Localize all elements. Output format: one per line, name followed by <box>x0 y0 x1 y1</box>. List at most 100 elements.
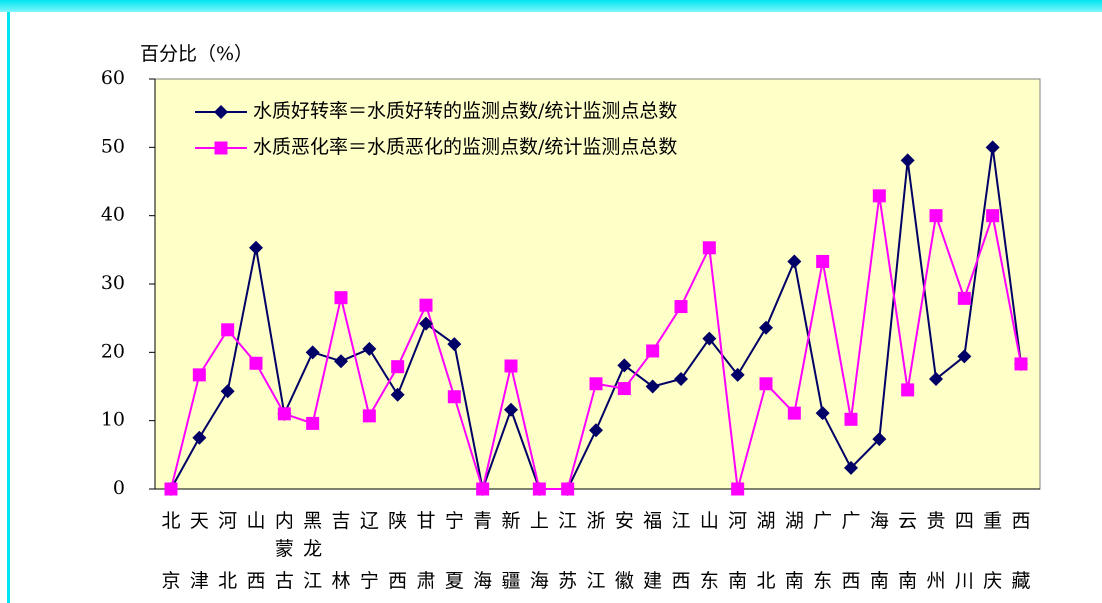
x-tick-label: 西藏 <box>1011 510 1030 592</box>
data-point <box>957 291 971 305</box>
data-point <box>815 406 830 421</box>
data-point <box>447 337 462 352</box>
data-point <box>447 390 461 404</box>
data-point <box>249 240 263 255</box>
data-point <box>589 423 603 438</box>
x-tick-label: 福建 <box>643 510 662 592</box>
data-point <box>645 379 660 394</box>
data-point <box>277 407 291 421</box>
x-tick-label: 山西 <box>246 510 265 592</box>
data-point <box>787 254 802 269</box>
data-point <box>759 320 773 335</box>
x-tick-label: 四川 <box>955 510 974 592</box>
data-point <box>362 341 377 356</box>
data-point <box>419 298 433 312</box>
legend-marker <box>214 105 228 119</box>
data-point <box>192 430 207 445</box>
legend-label: 水质恶化率＝水质恶化的监测点数/统计监测点总数 <box>253 136 677 158</box>
x-tick-label: 河北 <box>218 510 237 592</box>
x-tick-label: 贵州 <box>926 510 945 592</box>
data-point <box>504 402 518 417</box>
data-point <box>674 371 688 386</box>
left-border <box>7 12 10 603</box>
x-tick-label: 江西 <box>671 510 690 592</box>
x-tick-label: 河南 <box>728 510 747 592</box>
y-tick-label: 10 <box>101 409 125 431</box>
data-point <box>646 344 660 358</box>
x-tick-label: 湖南 <box>785 510 804 592</box>
data-point <box>674 300 688 314</box>
data-point <box>844 412 858 426</box>
data-point <box>702 331 717 346</box>
data-point <box>334 291 348 305</box>
data-point <box>220 384 235 399</box>
x-tick-label: 天津 <box>190 510 209 592</box>
data-point <box>192 368 206 382</box>
data-point <box>929 209 943 223</box>
data-point <box>334 354 348 369</box>
data-point <box>901 383 915 397</box>
x-tick-label: 甘肃 <box>416 510 435 592</box>
x-tick-label: 安徽 <box>615 510 634 592</box>
data-point <box>419 316 433 331</box>
x-tick-label: 江苏 <box>558 510 577 592</box>
data-point <box>164 482 178 496</box>
y-axis-label: 百分比（%） <box>140 43 253 65</box>
x-tick-label: 浙江 <box>586 510 605 592</box>
x-tick-label: 吉林 <box>331 510 350 592</box>
x-tick-label: 云南 <box>898 510 917 592</box>
data-point <box>221 323 235 337</box>
data-point <box>561 482 575 496</box>
data-point <box>872 189 886 203</box>
y-tick-label: 30 <box>101 272 125 294</box>
data-point <box>589 377 603 391</box>
x-tick-label: 上海 <box>530 510 549 592</box>
data-point <box>249 356 263 370</box>
top-border <box>0 0 1102 12</box>
data-point <box>759 377 773 391</box>
x-tick-label: 北京 <box>161 510 180 592</box>
data-point <box>532 482 546 496</box>
data-point <box>362 409 376 423</box>
data-point <box>1014 357 1028 371</box>
data-point <box>730 367 745 382</box>
data-point <box>305 345 320 360</box>
data-point <box>702 241 716 255</box>
y-tick-label: 60 <box>101 67 125 89</box>
data-point <box>816 254 830 268</box>
legend-marker <box>214 141 228 155</box>
x-tick-label: 陕西 <box>388 510 407 592</box>
data-point <box>306 416 320 430</box>
data-point <box>391 360 405 374</box>
x-tick-label: 重庆 <box>983 510 1002 592</box>
x-tick-label: 山东 <box>700 510 719 592</box>
x-tick-label: 宁夏 <box>445 510 464 592</box>
x-tick-label: 湖北 <box>756 510 775 592</box>
x-tick-label: 辽宁 <box>360 510 379 592</box>
data-point <box>787 406 801 420</box>
data-point <box>731 482 745 496</box>
y-tick-label: 50 <box>101 135 125 157</box>
data-point <box>617 358 632 373</box>
data-point <box>476 482 490 496</box>
data-point <box>929 371 943 386</box>
y-tick-label: 0 <box>113 477 125 499</box>
x-tick-label: 黑龙江 <box>303 510 322 592</box>
x-tick-label: 内蒙古 <box>275 510 294 592</box>
data-point <box>957 349 972 364</box>
data-point <box>986 209 1000 223</box>
data-point <box>844 460 858 475</box>
y-tick-label: 20 <box>101 340 125 362</box>
data-point <box>900 153 915 168</box>
x-tick-label: 新疆 <box>501 510 520 592</box>
legend-label: 水质好转率＝水质好转的监测点数/统计监测点总数 <box>253 100 677 122</box>
x-tick-label: 广西 <box>841 510 860 592</box>
data-point <box>617 382 631 396</box>
y-tick-label: 40 <box>101 204 125 226</box>
x-tick-label: 青海 <box>473 510 492 592</box>
x-tick-label: 广东 <box>813 510 832 592</box>
x-tick-label: 海南 <box>870 510 889 592</box>
data-point <box>872 432 887 447</box>
data-point <box>390 387 405 402</box>
